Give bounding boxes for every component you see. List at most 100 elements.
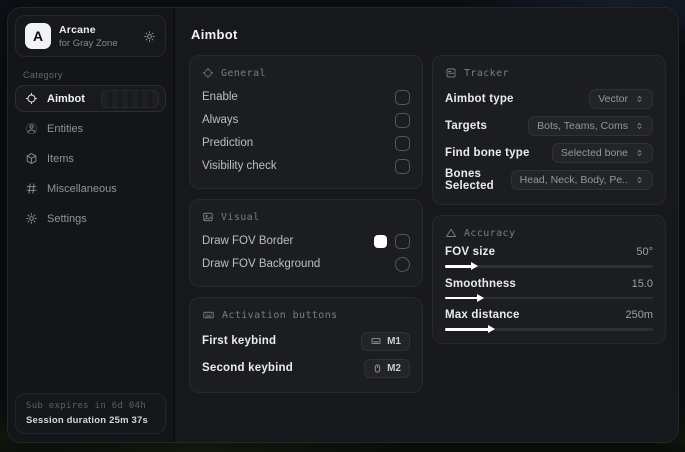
watermark-badge [101, 90, 159, 108]
sidebar-item-entities[interactable]: Entities [15, 115, 166, 142]
slider-label: Max distance [445, 309, 520, 321]
subscription-card: Sub expires in 6d 04h Session duration 2… [15, 393, 166, 434]
row-label: Bones Selected [445, 168, 494, 192]
card-title: Accuracy [464, 227, 516, 239]
sidebar-item-label: Entities [47, 122, 84, 135]
bones-selected-select[interactable]: Head, Neck, Body, Pe.. [510, 170, 653, 190]
gear-icon[interactable] [143, 30, 156, 43]
visual-card: Visual Draw FOV Border Draw FOV Backgrou… [189, 199, 423, 287]
accuracy-card-header: Accuracy [445, 227, 653, 239]
crosshair-icon [202, 67, 214, 79]
sidebar-item-label: Miscellaneous [47, 182, 117, 195]
first-keybind-button[interactable]: M1 [361, 331, 410, 351]
keyboard-icon [202, 309, 215, 321]
enable-checkbox[interactable] [395, 89, 410, 105]
chevron-up-down-icon [635, 94, 644, 104]
sidebar-item-label: Aimbot [47, 92, 85, 105]
entities-icon [25, 122, 38, 135]
row-label: Draw FOV Background [202, 258, 321, 270]
row-label: Aimbot type [445, 93, 514, 105]
card-title: General [221, 67, 266, 79]
slider-value: 250m [625, 309, 653, 321]
gear-icon [25, 212, 38, 225]
color-swatch[interactable] [374, 234, 387, 248]
slider-label: FOV size [445, 246, 496, 258]
row-label: Targets [445, 120, 488, 132]
sidebar: A Arcane for Gray Zone Category [8, 8, 175, 442]
second-keybind-button[interactable]: M2 [364, 358, 410, 378]
card-title: Tracker [464, 67, 509, 79]
app-logo: A [25, 23, 51, 49]
sidebar-item-items[interactable]: Items [15, 145, 166, 172]
keybind-row-first: First keybind M1 [202, 328, 410, 354]
row-label: Enable [202, 91, 238, 103]
draw-fov-background-checkbox[interactable] [395, 256, 410, 272]
session-duration-text: Session duration 25m 37s [26, 415, 149, 426]
draw-fov-border-checkbox[interactable] [395, 233, 410, 249]
targets-select[interactable]: Bots, Teams, Coms [528, 116, 653, 136]
toggle-row-enable: Enable [202, 86, 410, 108]
toggle-row-always: Always [202, 109, 410, 131]
accuracy-card: Accuracy FOV size 50° [432, 215, 666, 344]
card-title: Activation buttons [222, 309, 338, 321]
hash-icon [25, 182, 38, 195]
max-distance-slider[interactable] [445, 328, 653, 331]
row-label: Prediction [202, 137, 254, 149]
row-label: Find bone type [445, 147, 530, 159]
slider-label: Smoothness [445, 277, 517, 290]
tracker-card: Tracker Aimbot type Vector [432, 55, 666, 205]
row-label: First keybind [202, 335, 277, 347]
sidebar-item-aimbot[interactable]: Aimbot [15, 85, 166, 112]
crosshair-icon [25, 92, 38, 105]
chevron-up-down-icon [635, 175, 644, 185]
toggle-row-draw-fov-background: Draw FOV Background [202, 253, 410, 275]
select-row-bones-selected: Bones Selected Head, Neck, Body, Pe.. [445, 167, 653, 193]
keybind-value: M1 [387, 335, 401, 347]
select-row-targets: Targets Bots, Teams, Coms [445, 113, 653, 139]
find-bone-type-select[interactable]: Selected bone [551, 143, 653, 163]
select-row-aimbot-type: Aimbot type Vector [445, 86, 653, 112]
smoothness-slider[interactable] [445, 296, 653, 299]
activation-card-header: Activation buttons [202, 309, 410, 321]
keyboard-icon [370, 336, 382, 346]
category-label: Category [23, 70, 63, 80]
chevron-up-down-icon [635, 121, 644, 131]
chevron-up-down-icon [635, 148, 644, 158]
row-label: Draw FOV Border [202, 235, 294, 247]
select-row-find-bone-type: Find bone type Selected bone [445, 140, 653, 166]
fov-size-slider[interactable] [445, 265, 653, 268]
activation-card: Activation buttons First keybind M1 [189, 297, 423, 393]
select-value: Bots, Teams, Coms [537, 120, 628, 132]
aimbot-type-select[interactable]: Vector [589, 89, 653, 109]
keybind-value: M2 [387, 362, 401, 374]
sub-expires-text: Sub expires in 6d 04h [26, 401, 147, 411]
prediction-checkbox[interactable] [395, 135, 410, 151]
mouse-icon [373, 363, 382, 374]
slider-fill[interactable] [445, 328, 489, 331]
select-value: Head, Neck, Body, Pe.. [519, 174, 628, 186]
row-label: Visibility check [202, 160, 277, 172]
sidebar-item-settings[interactable]: Settings [15, 205, 166, 232]
slider-fill[interactable] [445, 296, 479, 299]
slider-fill[interactable] [445, 265, 473, 268]
slider-group-fov-size: FOV size 50° [445, 246, 653, 268]
app-name: Arcane [59, 23, 96, 36]
select-value: Vector [598, 93, 628, 105]
app-window: A Arcane for Gray Zone Category [7, 7, 679, 443]
row-label: Always [202, 114, 239, 126]
row-controls [374, 233, 410, 249]
sidebar-item-label: Items [47, 152, 74, 165]
left-column: General Enable Always Prediction [189, 55, 423, 393]
keybind-row-second: Second keybind M2 [202, 355, 410, 381]
scan-icon [445, 67, 457, 79]
always-checkbox[interactable] [395, 112, 410, 128]
slider-value: 50° [636, 246, 653, 258]
row-label: Second keybind [202, 362, 293, 374]
app-subtitle: for Gray Zone [59, 37, 118, 49]
select-value: Selected bone [560, 147, 628, 159]
tracker-card-header: Tracker [445, 67, 653, 79]
brand-text: Arcane for Gray Zone [59, 24, 118, 49]
visibility-check-checkbox[interactable] [395, 158, 410, 174]
sidebar-item-miscellaneous[interactable]: Miscellaneous [15, 175, 166, 202]
